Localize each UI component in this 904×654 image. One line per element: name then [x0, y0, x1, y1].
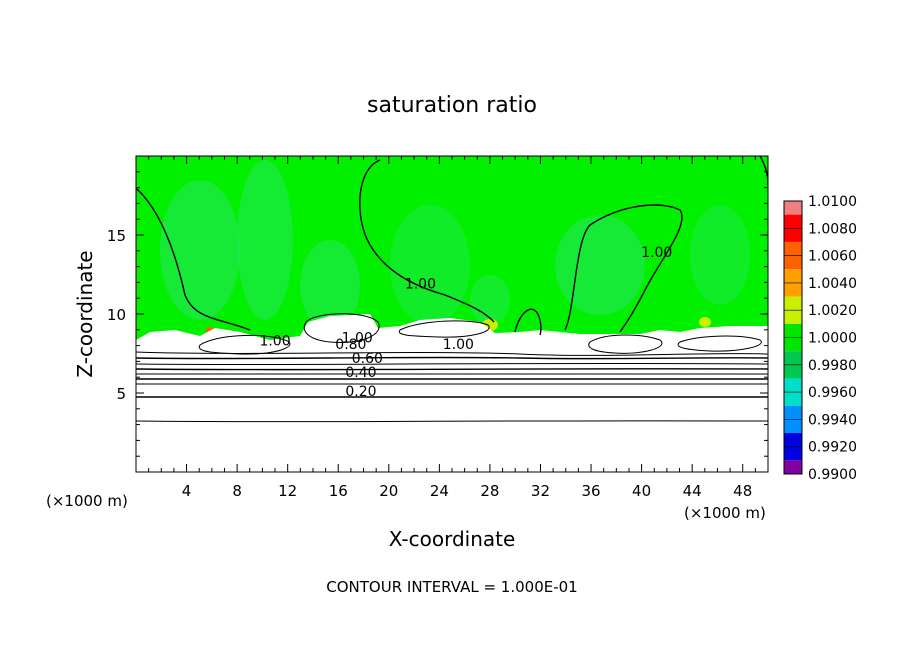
- colorbar-label: 0.9900: [808, 467, 857, 483]
- contour-interval-note: CONTOUR INTERVAL = 1.000E-01: [326, 578, 577, 596]
- colorbar-swatch: [784, 201, 802, 215]
- colorbar-label: 1.0100: [808, 194, 857, 210]
- x-tick-label: 28: [480, 482, 499, 500]
- x-tick-label: 36: [581, 482, 600, 500]
- field-patch: [555, 215, 645, 315]
- contour-line: [514, 308, 542, 336]
- colorbar-label: 1.0000: [808, 331, 857, 347]
- contour-line: [136, 362, 768, 366]
- y-tick-label: 5: [116, 385, 126, 403]
- x-tick-label: 32: [531, 482, 550, 500]
- field-patch: [160, 180, 240, 320]
- contour-line: [136, 187, 251, 331]
- x-tick-label: 8: [232, 482, 242, 500]
- field-patch: [390, 205, 470, 325]
- contour-label: 0.60: [352, 351, 383, 367]
- colorbar-label: 0.9920: [808, 440, 857, 456]
- contour-label: 0.20: [345, 384, 376, 400]
- field-patch: [237, 160, 293, 320]
- colorbar-label: 1.0020: [808, 303, 857, 319]
- contour-label: 0.40: [345, 365, 376, 381]
- contour-line: [136, 420, 768, 423]
- contour-line: [677, 335, 762, 352]
- y-axis-label: Z-coordinate: [73, 250, 97, 377]
- field-patch: [699, 317, 711, 327]
- contour-line: [588, 334, 663, 354]
- contour-labels: 1.000.800.600.400.201.001.001.001.00: [259, 245, 672, 400]
- x-tick-label: 16: [329, 482, 348, 500]
- contour-line: [136, 356, 768, 360]
- x-tick-label: 44: [683, 482, 702, 500]
- contour-lines: [136, 156, 768, 423]
- contour-label: 1.00: [641, 245, 672, 261]
- contour-line: [136, 373, 768, 375]
- contour-line: [303, 313, 380, 344]
- x-tick-label: 40: [632, 482, 651, 500]
- x-axis: 4 8 12 16 20 24 28 32 36 40 44 48: [148, 156, 756, 500]
- chart-title: saturation ratio: [367, 93, 537, 118]
- x-tick-label: 48: [733, 482, 752, 500]
- contour-label: 1.00: [443, 337, 474, 353]
- colorbar-label: 0.9980: [808, 358, 857, 374]
- x-unit-right: (×1000 m): [684, 504, 766, 522]
- colorbar-label: 1.0040: [808, 276, 857, 292]
- x-tick-label: 12: [278, 482, 297, 500]
- y-tick-label: 10: [107, 306, 126, 324]
- contour-line: [564, 204, 683, 333]
- contour-line: [198, 334, 291, 355]
- contour-line: [398, 320, 490, 338]
- y-axis: 5 10 15: [107, 171, 768, 457]
- x-unit-left: (×1000 m): [46, 492, 128, 510]
- colorbar-label: 0.9940: [808, 412, 857, 428]
- x-tick-label: 4: [182, 482, 192, 500]
- x-tick-label: 20: [379, 482, 398, 500]
- contour-label: 1.00: [259, 334, 290, 350]
- contour-label: 0.80: [335, 337, 366, 353]
- colorbar-label: 0.9960: [808, 385, 857, 401]
- contour-line: [359, 159, 495, 323]
- field-patch: [300, 240, 360, 330]
- contour-label: 1.00: [405, 277, 436, 293]
- colorbar-swatch: [784, 460, 802, 474]
- contour-label: 1.00: [342, 330, 373, 346]
- x-tick-label: 24: [430, 482, 449, 500]
- colorbar: 1.0100 1.0080 1.0060 1.0040 1.0020 1.0000 0.99…: [783, 194, 857, 483]
- x-axis-label: X-coordinate: [389, 527, 516, 551]
- contour-line: [136, 368, 768, 371]
- colorbar-label: 1.0060: [808, 249, 857, 265]
- field-patch: [470, 275, 510, 325]
- y-tick-label: 15: [107, 227, 126, 245]
- colorbar-label: 1.0080: [808, 221, 857, 237]
- field-patch: [690, 205, 750, 305]
- contour-line: [136, 351, 768, 356]
